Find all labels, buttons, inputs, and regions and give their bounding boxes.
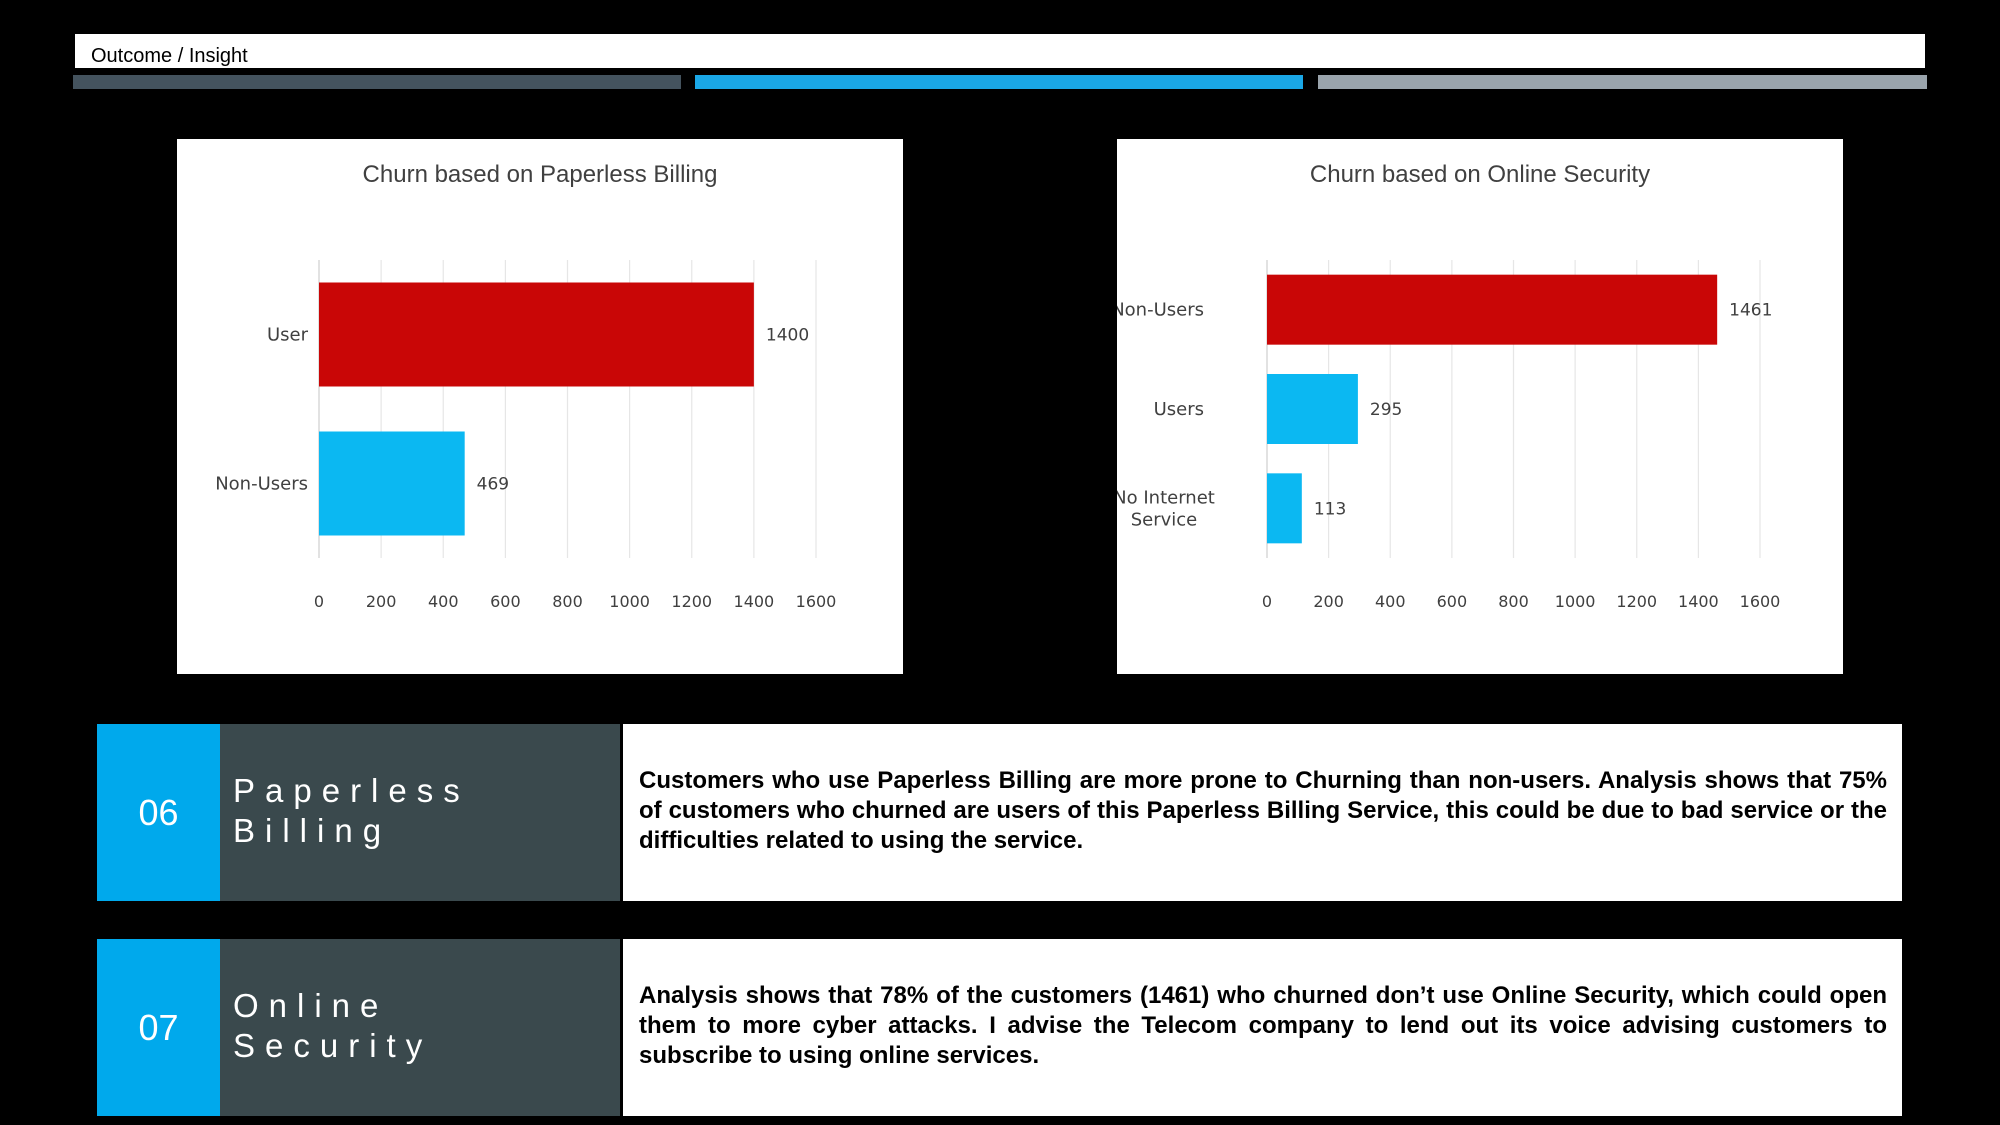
category-label: Service — [1131, 509, 1198, 530]
x-tick-label: 0 — [1262, 592, 1272, 611]
x-tick-label: 1400 — [1678, 592, 1719, 611]
page-title: Outcome / Insight — [91, 45, 248, 67]
data-label: 295 — [1370, 400, 1402, 420]
bar — [1267, 374, 1358, 444]
insight-label-line2: Billing — [233, 812, 392, 849]
data-label: 469 — [477, 475, 509, 495]
paperless-billing-chart: Churn based on Paperless Billing 0 200 400 6… — [177, 139, 903, 674]
x-tick-label: 1000 — [609, 592, 650, 611]
online-security-chart: Churn based on Online Security 0 200 400 600… — [1117, 139, 1843, 674]
x-tick-label: 1400 — [734, 592, 775, 611]
category-label: Users — [1154, 399, 1204, 420]
x-tick-label: 1200 — [1616, 592, 1657, 611]
x-tick-label: 0 — [314, 592, 324, 611]
online-security-chart-svg: Churn based on Online Security 0 200 400 600… — [1117, 161, 1781, 611]
insight-label-line2: Security — [233, 1027, 433, 1064]
x-tick-label: 400 — [1375, 592, 1406, 611]
insight-text-panel: Analysis shows that 78% of the customers… — [623, 939, 1902, 1116]
insight-number: 06 — [97, 724, 220, 901]
x-tick-label: 200 — [1313, 592, 1344, 611]
insight-number: 07 — [97, 939, 220, 1116]
x-tick-label: 200 — [366, 592, 397, 611]
accent-stripe-dark — [73, 75, 681, 89]
x-tick-label: 1200 — [671, 592, 712, 611]
x-tick-label: 400 — [428, 592, 459, 611]
insight-label-line1: Online — [233, 987, 389, 1024]
chart-title: Churn based on Online Security — [1310, 161, 1650, 188]
insight-label-line1: Paperless — [233, 772, 470, 809]
bar — [1267, 473, 1302, 544]
category-label: No Internet — [1117, 487, 1215, 508]
chart-title: Churn based on Paperless Billing — [363, 161, 718, 188]
insight-text: Customers who use Paperless Billing are … — [639, 767, 1887, 854]
insight-label-panel: Paperless Billing — [220, 724, 620, 901]
insight-online-security: 07 Online Security Analysis shows that 7… — [97, 939, 1902, 1116]
accent-stripe-grey — [1318, 75, 1927, 89]
x-tick-label: 1600 — [1740, 592, 1781, 611]
insight-paperless-billing: 06 Paperless Billing Customers who use P… — [97, 724, 1902, 901]
header-bar: Outcome / Insight — [75, 34, 1925, 68]
category-label: User — [267, 325, 309, 346]
paperless-billing-chart-svg: Churn based on Paperless Billing 0 200 400 6… — [215, 161, 837, 611]
bar — [319, 282, 754, 387]
insight-label-panel: Online Security — [220, 939, 620, 1116]
data-label: 113 — [1314, 499, 1346, 519]
bar — [319, 431, 465, 536]
x-tick-label: 800 — [1498, 592, 1529, 611]
category-label: Non-Users — [215, 474, 308, 495]
insight-text-panel: Customers who use Paperless Billing are … — [623, 724, 1902, 901]
x-tick-label: 1600 — [796, 592, 837, 611]
bar — [1267, 274, 1718, 345]
x-tick-label: 600 — [1437, 592, 1468, 611]
x-tick-label: 600 — [490, 592, 521, 611]
data-label: 1400 — [766, 326, 809, 346]
category-label: Non-Users — [1117, 300, 1204, 321]
x-tick-label: 1000 — [1555, 592, 1596, 611]
x-tick-label: 800 — [552, 592, 583, 611]
data-label: 1461 — [1729, 301, 1772, 321]
accent-stripe-blue — [695, 75, 1303, 89]
insight-text: Analysis shows that 78% of the customers… — [639, 982, 1887, 1069]
